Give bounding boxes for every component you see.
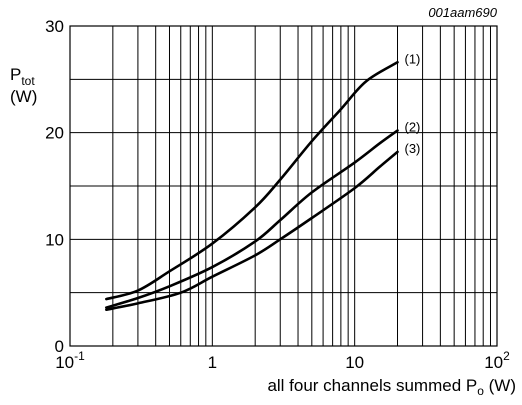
tick-labels: 0 10 20 30 10-1 1 10 102 [45,17,510,372]
y-axis-title-subscript: tot [21,74,35,88]
y-tick-label: 0 [55,337,64,356]
x-axis-title-suffix: (W) [484,376,516,395]
series-line-2 [105,129,399,309]
y-tick-label: 20 [45,124,64,143]
x-tick-label: 102 [484,349,510,372]
y-axis-title: Ptot [10,65,35,88]
series-line-1 [105,60,399,301]
series-labels: (1) (2) (3) [405,51,421,156]
plot-frame [69,25,498,347]
y-axis-unit: (W) [10,87,37,106]
y-tick-label: 10 [45,230,64,249]
series-line-3 [105,150,399,312]
series-label-3: (3) [405,141,421,156]
y-axis-title-symbol: P [10,65,21,84]
series-label-2: (2) [405,120,421,135]
x-tick-label: 10 [345,353,364,372]
x-axis-title-prefix: all four channels summed P [267,376,477,395]
x-tick-label: 10-1 [55,349,85,372]
x-axis-title-subscript: o [477,384,484,398]
x-tick-label: 1 [208,353,217,372]
x-axis-title: all four channels summed Po (W) [267,376,516,398]
series-label-1: (1) [405,51,421,66]
figure-id: 001aam690 [428,5,497,20]
grid [70,26,497,346]
curves [105,60,399,312]
y-tick-label: 30 [45,17,64,36]
